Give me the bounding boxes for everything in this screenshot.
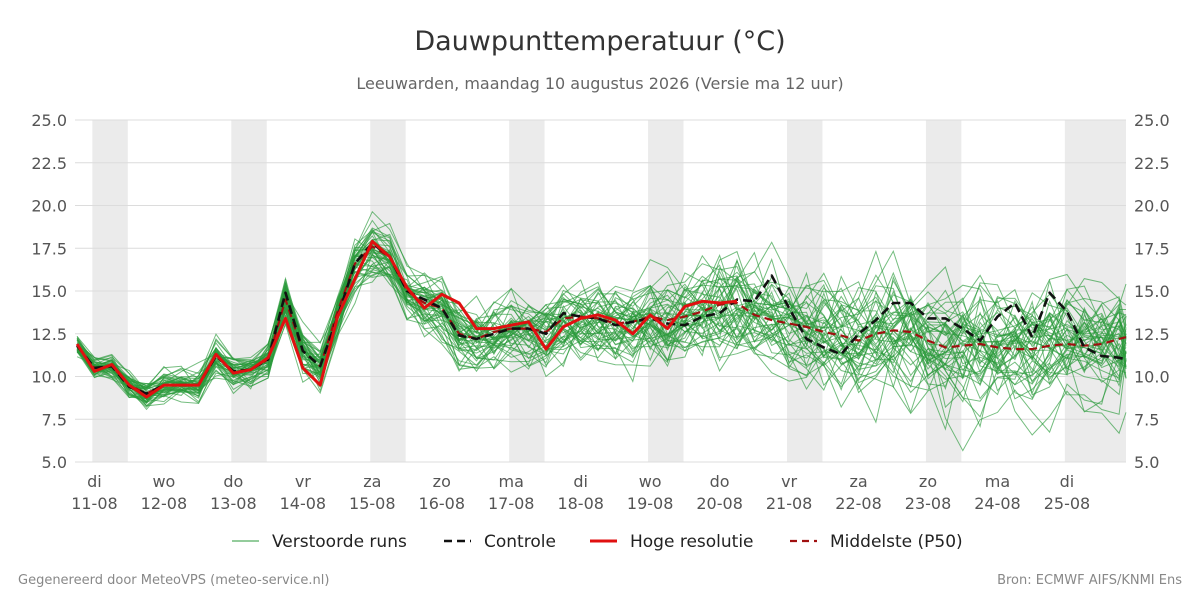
x-tick-date: 24-08 bbox=[974, 494, 1021, 513]
y-axis-left: 5.0 7.5 10.0 12.5 15.0 17.5 20.0 22.5 25.0 bbox=[31, 111, 67, 472]
y-tick-left: 10.0 bbox=[31, 368, 67, 387]
high-res-line bbox=[75, 239, 738, 399]
x-tick-weekday: za bbox=[849, 472, 867, 491]
y-tick-left: 7.5 bbox=[42, 410, 67, 429]
chart-title: Dauwpunttemperatuur (°C) bbox=[414, 26, 785, 57]
x-tick-weekday: ma bbox=[985, 472, 1010, 491]
y-axis-right: 5.0 7.5 10.0 12.5 15.0 17.5 20.0 22.5 25.0 bbox=[1134, 111, 1170, 472]
legend: Verstoorde runs Controle Hoge resolutie Mid… bbox=[232, 532, 963, 552]
y-tick-right: 17.5 bbox=[1134, 239, 1170, 258]
x-axis: di 11-08 wo 12-08 do 13-08 vr 14-08 za 15-08 zo 16-… bbox=[71, 472, 1090, 513]
y-tick-right: 22.5 bbox=[1134, 154, 1170, 173]
y-tick-left: 20.0 bbox=[31, 197, 67, 216]
y-tick-right: 25.0 bbox=[1134, 111, 1170, 130]
x-tick-weekday: za bbox=[363, 472, 381, 491]
x-tick-weekday: wo bbox=[152, 472, 175, 491]
x-tick-date: 22-08 bbox=[835, 494, 882, 513]
x-tick-date: 11-08 bbox=[71, 494, 118, 513]
x-tick-weekday: vr bbox=[295, 472, 311, 491]
x-tick-weekday: di bbox=[87, 472, 102, 491]
ensemble-member-line bbox=[76, 247, 1127, 415]
x-tick-date: 21-08 bbox=[766, 494, 813, 513]
y-tick-left: 17.5 bbox=[31, 239, 67, 258]
legend-label-high_res: Hoge resolutie bbox=[630, 532, 754, 552]
x-tick-weekday: do bbox=[223, 472, 243, 491]
y-tick-right: 10.0 bbox=[1134, 368, 1170, 387]
x-tick-weekday: zo bbox=[433, 472, 451, 491]
x-tick-date: 18-08 bbox=[557, 494, 604, 513]
y-tick-right: 7.5 bbox=[1134, 410, 1159, 429]
y-tick-right: 20.0 bbox=[1134, 197, 1170, 216]
x-tick-date: 12-08 bbox=[141, 494, 188, 513]
y-tick-left: 25.0 bbox=[31, 111, 67, 130]
x-tick-weekday: wo bbox=[639, 472, 662, 491]
y-tick-right: 5.0 bbox=[1134, 453, 1159, 472]
y-tick-left: 15.0 bbox=[31, 282, 67, 301]
legend-label-ensemble: Verstoorde runs bbox=[272, 532, 407, 552]
x-tick-weekday: ma bbox=[499, 472, 524, 491]
footer-source: Bron: ECMWF AIFS/KNMI Ens bbox=[997, 573, 1182, 588]
x-tick-weekday: di bbox=[573, 472, 588, 491]
main-series bbox=[75, 239, 1127, 399]
x-tick-weekday: do bbox=[710, 472, 730, 491]
plot-area bbox=[75, 210, 1127, 452]
x-tick-date: 14-08 bbox=[280, 494, 327, 513]
y-tick-left: 12.5 bbox=[31, 325, 67, 344]
y-tick-left: 5.0 bbox=[42, 453, 67, 472]
legend-label-control: Controle bbox=[484, 532, 556, 552]
ensemble-member-line bbox=[76, 229, 1127, 397]
x-tick-date: 25-08 bbox=[1044, 494, 1091, 513]
x-tick-weekday: zo bbox=[919, 472, 937, 491]
x-tick-date: 23-08 bbox=[905, 494, 952, 513]
ensemble-member-line bbox=[76, 230, 1127, 413]
control-line bbox=[76, 241, 1127, 395]
ensemble-member-line bbox=[76, 243, 1127, 400]
y-tick-right: 15.0 bbox=[1134, 282, 1170, 301]
ensemble-member-line bbox=[76, 257, 1127, 395]
y-tick-left: 22.5 bbox=[31, 154, 67, 173]
x-tick-weekday: di bbox=[1060, 472, 1075, 491]
ensemble-member-line bbox=[76, 227, 1127, 452]
x-tick-date: 20-08 bbox=[696, 494, 743, 513]
legend-label-median: Middelste (P50) bbox=[830, 532, 963, 552]
x-tick-date: 19-08 bbox=[627, 494, 674, 513]
x-tick-date: 16-08 bbox=[419, 494, 466, 513]
x-tick-weekday: vr bbox=[781, 472, 797, 491]
x-tick-date: 17-08 bbox=[488, 494, 535, 513]
ensemble-member-line bbox=[76, 244, 1127, 402]
footer-credit: Gegenereerd door MeteoVPS (meteo-service… bbox=[18, 573, 329, 588]
x-tick-date: 13-08 bbox=[210, 494, 257, 513]
y-tick-right: 12.5 bbox=[1134, 325, 1170, 344]
chart-subtitle: Leeuwarden, maandag 10 augustus 2026 (Ve… bbox=[356, 74, 843, 93]
x-tick-date: 15-08 bbox=[349, 494, 396, 513]
